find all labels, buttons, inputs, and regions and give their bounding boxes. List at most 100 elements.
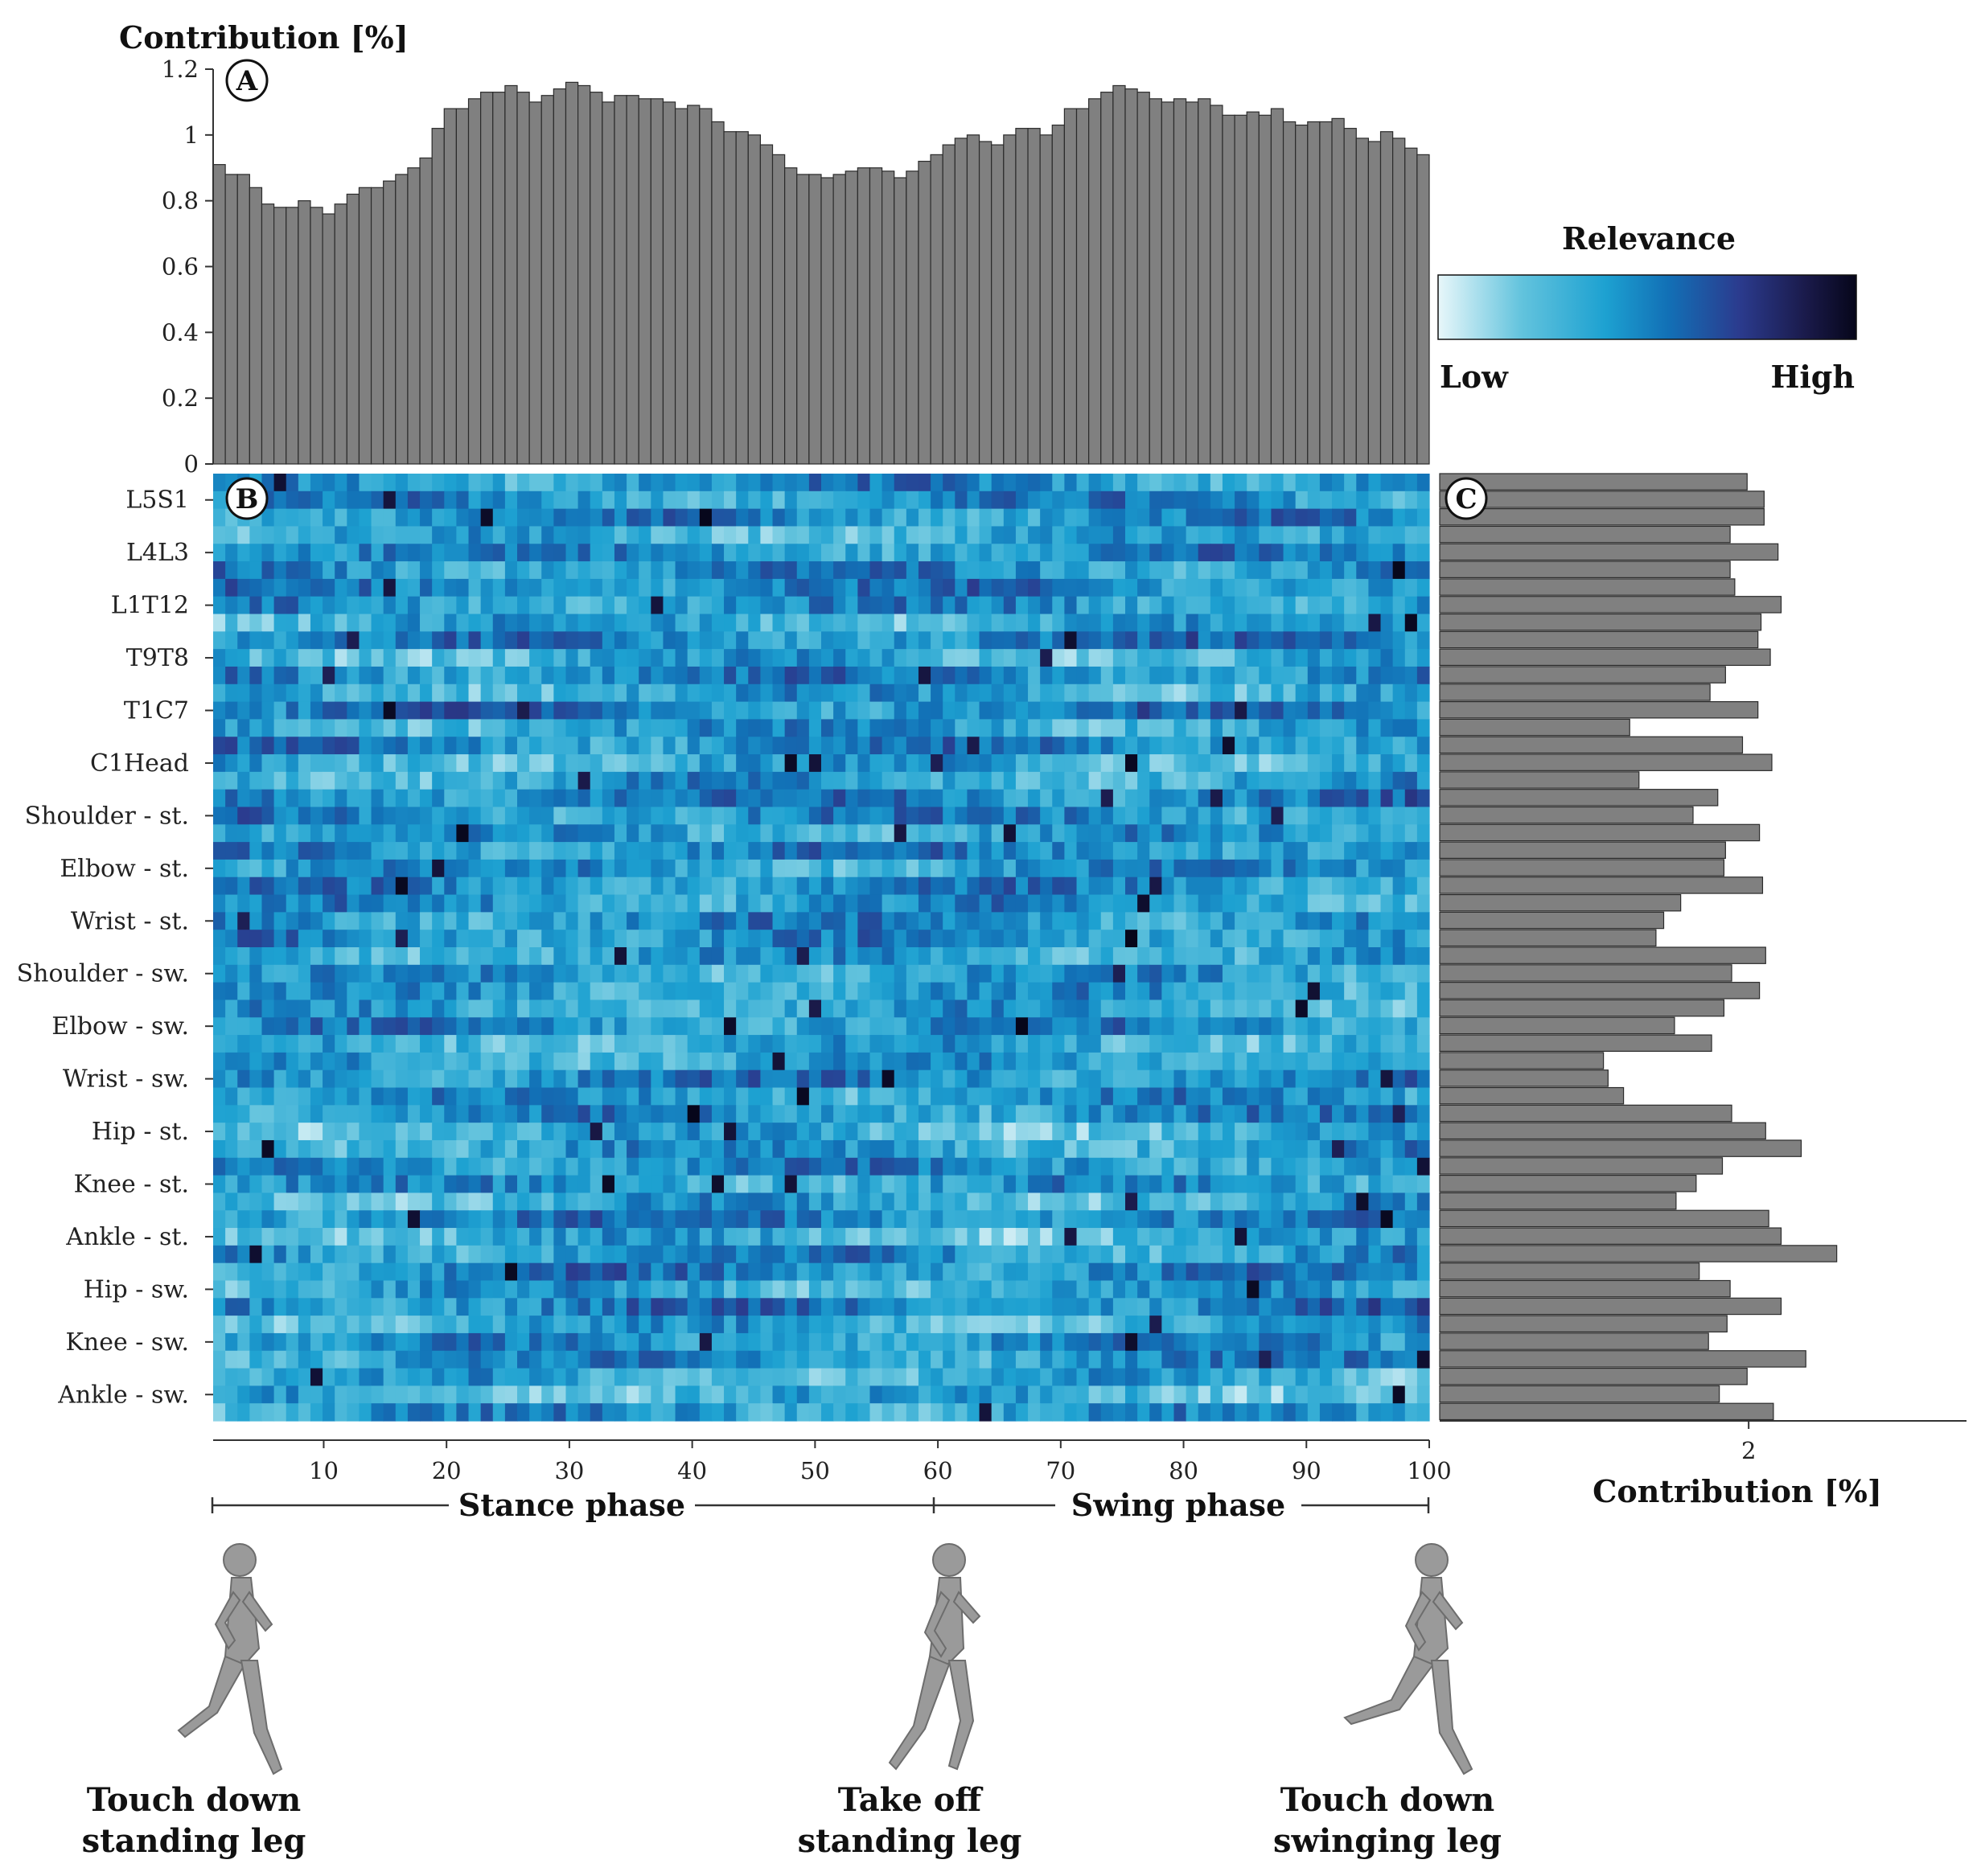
heatmap-cell <box>808 1052 822 1071</box>
heatmap-cell <box>249 876 263 896</box>
heatmap-cell <box>213 1262 226 1282</box>
heatmap-cell <box>882 526 895 544</box>
heatmap-cell <box>492 789 506 808</box>
heatmap-cell <box>869 1035 883 1053</box>
heatmap-cell <box>1356 1123 1369 1141</box>
heatmap-cell <box>286 1139 299 1159</box>
heatmap-cell <box>1307 596 1321 615</box>
heatmap-cell <box>225 982 238 1001</box>
heatmap-cell <box>359 1193 372 1211</box>
heatmap-cell <box>1319 1105 1333 1123</box>
heatmap-cell <box>918 1139 931 1159</box>
heatmap-cell <box>711 807 725 825</box>
heatmap-cell <box>1404 1280 1418 1299</box>
heatmap-cell <box>565 1228 579 1246</box>
heatmap-cell <box>310 508 323 527</box>
heatmap-cell <box>1344 859 1357 878</box>
heatmap-cell <box>1125 1280 1138 1299</box>
heatmap-cell <box>894 1052 907 1071</box>
heatmap-cell <box>480 789 494 808</box>
heatmap-cell <box>1149 789 1162 808</box>
heatmap-cell <box>1137 912 1150 930</box>
heatmap-cell <box>979 491 992 510</box>
heatmap-cell <box>614 596 627 615</box>
heatmap-cell <box>1392 964 1406 983</box>
heatmap-cell <box>967 526 980 544</box>
heatmap-cell <box>347 1316 360 1334</box>
heatmap-cell <box>1404 701 1418 720</box>
heatmap-cell <box>1332 631 1345 650</box>
heatmap-cell <box>335 982 347 1001</box>
heatmap-cell <box>590 754 603 773</box>
heatmap-cell <box>845 1316 858 1334</box>
heatmap-cell <box>1186 491 1199 510</box>
heatmap-cell <box>1392 807 1406 825</box>
heatmap-cell <box>869 1245 883 1264</box>
heatmap-cell <box>1416 1000 1430 1018</box>
heatmap-cell <box>869 596 883 615</box>
heatmap-cell <box>845 842 858 860</box>
heatmap-cell <box>590 789 603 808</box>
heatmap-cell <box>845 859 858 878</box>
heatmap-cell <box>1015 842 1029 860</box>
heatmap-cell <box>931 842 943 860</box>
heatmap-cell <box>1259 578 1272 597</box>
heatmap-cell <box>882 930 895 948</box>
heatmap-cell <box>760 894 774 913</box>
heatmap-cell <box>1235 1017 1247 1036</box>
heatmap-cell <box>699 491 713 510</box>
heatmap-cell <box>213 1280 226 1299</box>
heatmap-cell <box>1356 666 1369 685</box>
heatmap-cell <box>504 824 518 843</box>
heatmap-cell <box>395 1157 409 1176</box>
heatmap-cell <box>480 561 494 580</box>
heatmap-cell <box>407 1228 421 1246</box>
heatmap-cell <box>736 474 749 492</box>
heatmap-cell <box>1149 544 1162 562</box>
heatmap-cell <box>614 631 627 650</box>
heatmap-cell <box>1137 1105 1150 1123</box>
heatmap-cell <box>1247 561 1260 580</box>
heatmap-cell <box>420 1245 433 1264</box>
heatmap-cell <box>1186 1262 1199 1282</box>
heatmap-cell <box>1368 807 1382 825</box>
heatmap-cell <box>432 719 445 737</box>
heatmap-cell <box>979 1069 992 1089</box>
heatmap-cell <box>249 1298 263 1316</box>
heatmap-cell <box>699 1175 713 1193</box>
heatmap-cell <box>1003 683 1017 703</box>
heatmap-cell <box>1100 1105 1114 1123</box>
heatmap-cell <box>225 1228 238 1246</box>
heatmap-cell <box>504 1280 518 1299</box>
heatmap-cell <box>1112 1000 1126 1018</box>
heatmap-cell <box>943 1262 956 1282</box>
heatmap-cell <box>760 771 774 790</box>
heatmap-cell <box>1222 526 1235 544</box>
heatmap-cell <box>1247 1000 1260 1018</box>
heatmap-cell <box>577 1069 591 1089</box>
heatmap-cell <box>772 544 786 562</box>
heatmap-cell <box>918 947 931 966</box>
heatmap-cell <box>1125 1069 1138 1089</box>
heatmap-cell <box>1137 1193 1150 1211</box>
heatmap-cell <box>772 964 786 983</box>
heatmap-cell <box>1210 876 1223 896</box>
heatmap-cell <box>492 824 506 843</box>
heatmap-cell <box>480 1262 494 1282</box>
heatmap-cell <box>1259 1000 1272 1018</box>
heatmap-cell <box>432 1000 445 1018</box>
heatmap-cell <box>675 596 688 615</box>
heatmap-cell <box>772 771 786 790</box>
heatmap-cell <box>553 1087 567 1106</box>
heatmap-cell <box>869 1298 883 1316</box>
heatmap-cell <box>249 964 263 983</box>
heatmap-cell <box>1247 1035 1260 1053</box>
heatmap-cell <box>1356 894 1369 913</box>
heatmap-cell <box>1088 1035 1102 1053</box>
heatmap-cell <box>395 1262 409 1282</box>
heatmap-cell <box>602 1228 615 1246</box>
heatmap-cell <box>687 631 701 650</box>
heatmap-cell <box>1125 631 1138 650</box>
heatmap-cell <box>517 754 530 773</box>
heatmap-cell <box>1247 1069 1260 1089</box>
